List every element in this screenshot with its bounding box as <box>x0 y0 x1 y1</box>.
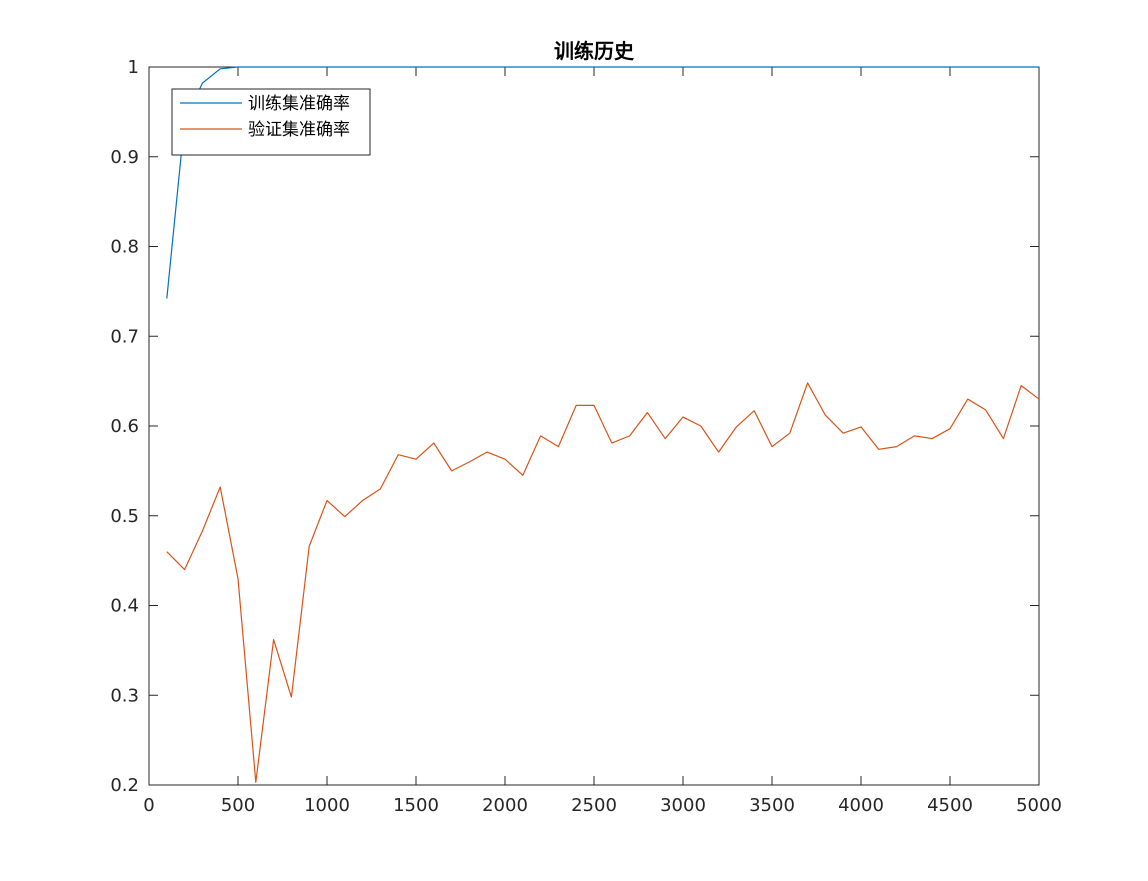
y-tick-label: 0.7 <box>110 326 139 347</box>
y-tick-label: 0.5 <box>110 506 139 527</box>
x-tick-label: 4500 <box>927 795 973 816</box>
y-tick-label: 1 <box>128 57 139 78</box>
legend-label-2: 验证集准确率 <box>248 120 350 140</box>
y-tick-label: 0.9 <box>110 147 139 168</box>
chart-title: 训练历史 <box>554 39 635 63</box>
x-tick-label: 3000 <box>660 795 706 816</box>
x-tick-label: 3500 <box>749 795 795 816</box>
y-axis-ticks: 0.2 0.3 0.4 0.5 0.6 0.7 0.8 0.9 1 <box>110 57 1039 796</box>
y-tick-label: 0.6 <box>110 416 139 437</box>
x-tick-label: 4000 <box>838 795 884 816</box>
y-tick-label: 0.3 <box>110 685 139 706</box>
x-tick-label: 1000 <box>304 795 350 816</box>
x-tick-label: 1500 <box>393 795 439 816</box>
x-tick-label: 2500 <box>571 795 617 816</box>
y-tick-label: 0.8 <box>110 237 139 258</box>
x-tick-label: 2000 <box>482 795 528 816</box>
x-tick-label: 500 <box>221 795 255 816</box>
y-tick-label: 0.4 <box>110 596 139 617</box>
legend-label-1: 训练集准确率 <box>248 94 350 114</box>
x-axis-ticks: 0 500 1000 1500 2000 2500 3000 3500 4000 4500 5000 <box>143 67 1062 816</box>
series-line-1 <box>166 66 1039 299</box>
legend-box <box>171 88 371 156</box>
series-layer <box>166 66 1040 783</box>
x-tick-label: 5000 <box>1016 795 1062 816</box>
series-line-2 <box>166 382 1040 783</box>
x-tick-label: 0 <box>143 795 154 816</box>
y-tick-label: 0.2 <box>110 775 139 796</box>
